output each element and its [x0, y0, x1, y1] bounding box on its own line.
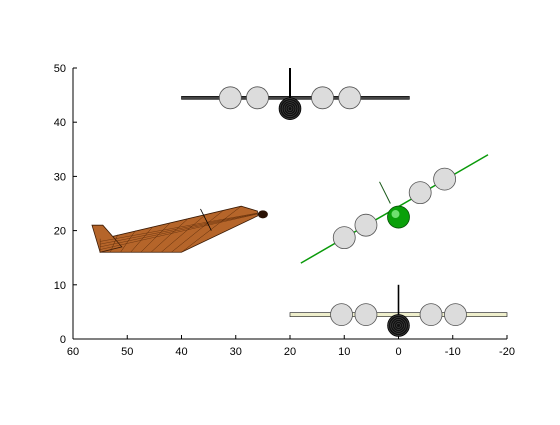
side-view-mesh-line [171, 210, 224, 253]
rotated-view-fin [379, 181, 391, 204]
side-view-mesh-line [181, 206, 242, 253]
side-view-mesh-line [100, 213, 258, 248]
y-tick-label: 40 [54, 117, 66, 129]
rotated-view-nose-highlight [391, 210, 400, 219]
side-view-mesh-line [120, 230, 136, 253]
front-view-fuselage-nose [387, 314, 410, 337]
top-view-fuselage-nose [278, 97, 302, 120]
front-view-engine [419, 303, 443, 327]
top-view-engine [246, 86, 269, 110]
top-view-engine [218, 86, 242, 110]
x-tick-label: 0 [395, 346, 401, 358]
front-view-engine [354, 303, 378, 327]
front-view-nose-ring [392, 319, 405, 332]
top-view-nose-ring [279, 98, 301, 119]
side-view-mesh-line [100, 212, 258, 242]
side-view-antenna [200, 208, 212, 231]
front-view-nose-ring [394, 321, 403, 330]
top-view-nose-ring [283, 102, 297, 115]
side-view-airplane [91, 205, 268, 253]
side-view-mesh-line [130, 226, 154, 253]
side-view-mesh-line [160, 214, 207, 253]
rotated-view-airplane [300, 154, 489, 264]
y-tick-label: 20 [54, 226, 66, 238]
side-view-mesh-line [100, 213, 258, 250]
top-view-nose-ring [281, 100, 299, 117]
side-view-nose [257, 210, 268, 219]
y-tick-label: 30 [54, 171, 66, 183]
front-view-engine [444, 303, 467, 327]
rotated-view-fuselage-nose [387, 205, 410, 229]
side-view-tail-fin [91, 224, 123, 253]
front-view-nose-ring [396, 323, 401, 328]
front-view-nose-ring [388, 315, 409, 336]
front-view-airplane [289, 284, 508, 337]
y-tick-label: 50 [54, 63, 66, 75]
side-view-mesh-line [110, 234, 118, 253]
top-view-airplane [181, 68, 410, 120]
rotated-view-engine [433, 167, 457, 191]
rotated-view-engine [408, 181, 432, 205]
top-view-engine [311, 86, 334, 110]
rotated-view-engine [354, 213, 378, 237]
x-tick-label: -20 [499, 346, 515, 358]
model-views [91, 68, 508, 337]
axes: 60 50 40 30 20 10 0 -10 -20 0 10 20 30 40 50 [54, 63, 515, 358]
top-view-engine [338, 86, 362, 110]
side-view-mesh-line [140, 222, 171, 253]
front-view-engine [330, 303, 353, 327]
x-tick-label: -10 [445, 346, 461, 358]
top-view-nose-ring [285, 104, 295, 113]
y-tick-label: 0 [60, 334, 66, 346]
rotated-view-engine [332, 226, 356, 250]
x-tick-label: 10 [338, 346, 350, 358]
side-view-mesh-line [150, 218, 189, 253]
y-tick-label: 10 [54, 280, 66, 292]
top-view-nose-ring [287, 106, 293, 111]
x-tick-label: 30 [230, 346, 242, 358]
side-view-mesh-line [100, 213, 258, 245]
x-tick-label: 50 [121, 346, 133, 358]
x-tick-label: 20 [284, 346, 296, 358]
front-view-nose-ring [390, 317, 407, 334]
x-tick-label: 60 [67, 346, 79, 358]
x-tick-label: 40 [175, 346, 187, 358]
side-view-fuselage [99, 205, 258, 253]
